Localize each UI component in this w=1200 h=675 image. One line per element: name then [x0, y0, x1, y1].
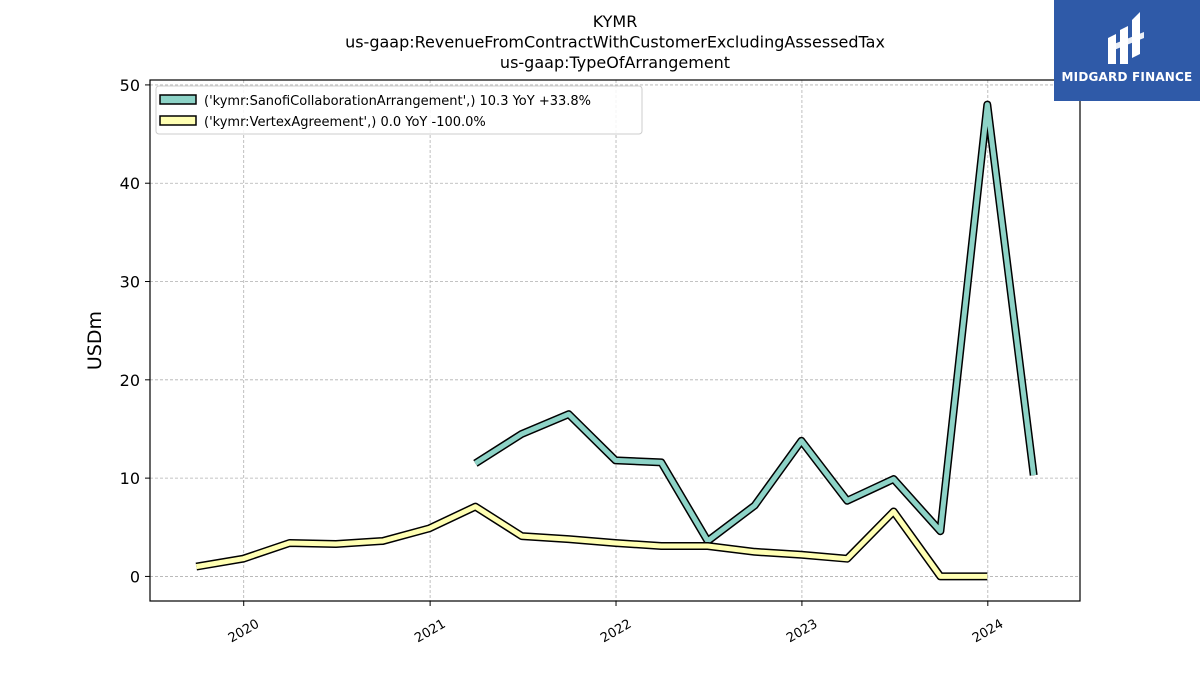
x-tick-label: 2023: [784, 617, 820, 647]
x-tick-label: 2022: [598, 617, 634, 647]
legend-swatch: [159, 115, 197, 126]
y-tick-label: 40: [120, 174, 140, 193]
x-axis: 2020 2021 2022 2023 2024: [226, 601, 1006, 646]
title-line: us-gaap:TypeOfArrangement: [500, 53, 730, 72]
x-tick-label: 2020: [226, 617, 262, 647]
y-tick-label: 10: [120, 469, 140, 488]
x-tick-label: 2021: [412, 617, 448, 647]
y-axis-label: USDm: [84, 311, 106, 370]
legend-label: ('kymr:SanofiCollaborationArrangement',)…: [204, 94, 591, 109]
title-line: KYMR: [593, 12, 638, 31]
legend-box: [155, 85, 643, 135]
midgard-finance-logo: MIDGARD FINANCE: [1054, 0, 1200, 101]
series-0-outline: [473, 100, 1038, 545]
midgard-logo-icon: [1108, 12, 1144, 64]
legend: ('kymr:SanofiCollaborationArrangement',)…: [155, 85, 643, 135]
series-0-line: [474, 102, 1037, 544]
title-line: us-gaap:RevenueFromContractWithCustomerE…: [345, 33, 885, 52]
legend-swatch: [159, 94, 197, 105]
y-axis: 0 10 20 30 40 50: [120, 76, 150, 586]
legend-label: ('kymr:VertexAgreement',) 0.0 YoY -100.0…: [204, 115, 486, 130]
series-1-line: [195, 504, 988, 579]
x-tick-label: 2024: [970, 617, 1006, 647]
chart-title: KYMR us-gaap:RevenueFromContractWithCusto…: [345, 12, 885, 72]
y-tick-label: 30: [120, 273, 140, 292]
series-lines: [195, 100, 1038, 581]
logo-text: MIDGARD FINANCE: [1061, 70, 1193, 84]
y-tick-label: 0: [130, 567, 140, 586]
y-tick-label: 20: [120, 371, 140, 390]
y-tick-label: 50: [120, 76, 140, 95]
plot-frame: [149, 79, 1081, 602]
grid: [150, 80, 1080, 601]
